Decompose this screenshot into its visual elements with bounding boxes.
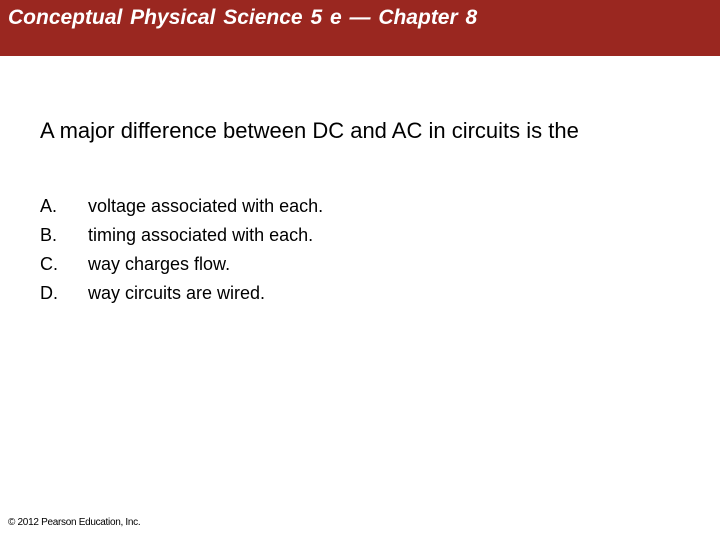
- option-text: voltage associated with each.: [88, 196, 323, 217]
- option-label: B.: [40, 225, 88, 246]
- options-list: A. voltage associated with each. B. timi…: [40, 196, 323, 304]
- option-label: D.: [40, 283, 88, 304]
- option-label: C.: [40, 254, 88, 275]
- option-label: A.: [40, 196, 88, 217]
- slide-header: Conceptual Physical Science 5 e — Chapte…: [0, 0, 720, 56]
- copyright-footer: © 2012 Pearson Education, Inc.: [8, 517, 140, 528]
- option-text: way charges flow.: [88, 254, 323, 275]
- option-text: way circuits are wired.: [88, 283, 323, 304]
- option-text: timing associated with each.: [88, 225, 323, 246]
- question-text: A major difference between DC and AC in …: [40, 118, 680, 144]
